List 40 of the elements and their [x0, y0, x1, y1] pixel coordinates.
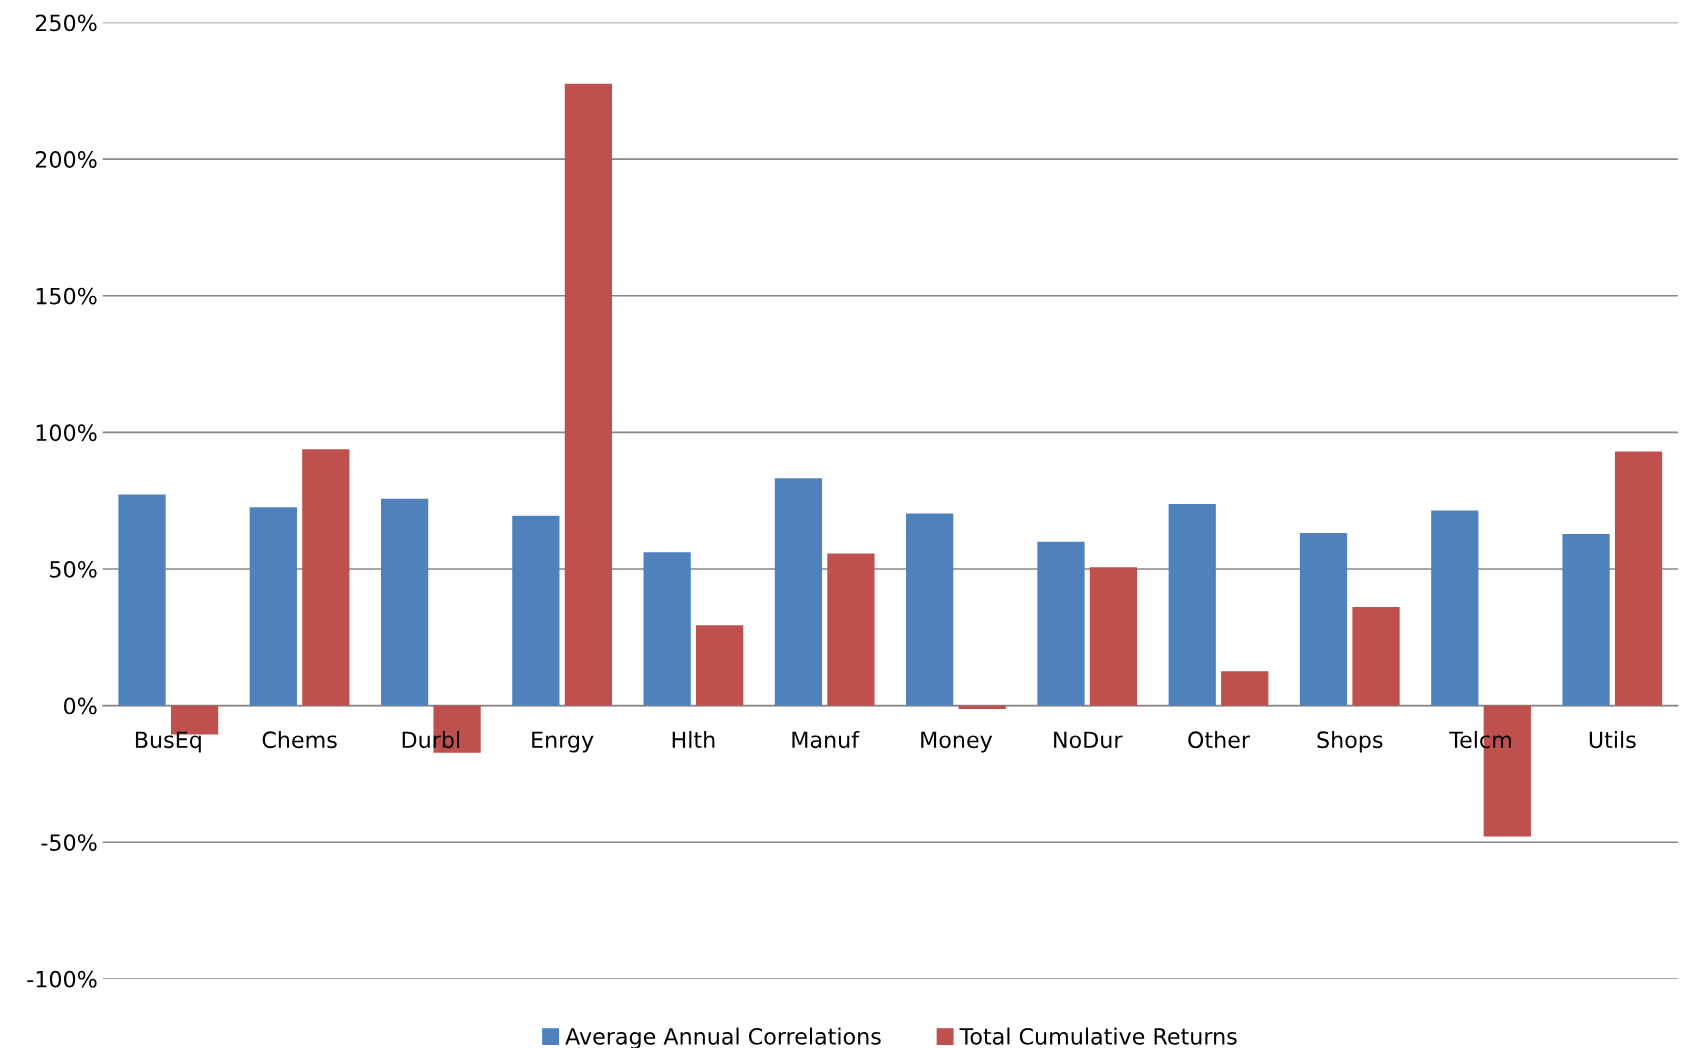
x-tick-label: Other [1188, 730, 1251, 749]
bar [249, 507, 297, 706]
bar [118, 494, 166, 706]
y-tick-label: 50% [50, 560, 97, 578]
bar [958, 705, 1006, 709]
y-tick-label: -50% [41, 834, 97, 851]
x-tick-label: Enrgy [532, 731, 594, 753]
y-tick-label: -100% [27, 970, 97, 988]
bar [774, 478, 823, 706]
bar [1089, 567, 1138, 706]
legend-label: Total Cumulative Returns [959, 1027, 1237, 1045]
y-tick-label: 250% [35, 14, 97, 32]
x-tick-label: Manuf [792, 730, 860, 749]
bar [564, 83, 613, 706]
bar [1037, 541, 1085, 706]
x-tick-label: Chems [262, 730, 337, 749]
x-tick-label: Shops [1317, 730, 1383, 753]
y-tick-label: 200% [35, 151, 97, 168]
x-tick-label: BusEq [135, 731, 201, 753]
bar [380, 498, 429, 706]
bar [906, 513, 954, 706]
bar [1562, 534, 1610, 706]
bar [1614, 451, 1663, 706]
x-tick-label: Utils [1589, 730, 1636, 749]
x-tick-label: NoDur [1054, 731, 1123, 749]
bar [696, 625, 744, 706]
bar [1431, 510, 1479, 706]
bar [302, 449, 350, 706]
bar [827, 553, 875, 706]
bar [1352, 606, 1400, 706]
y-tick-label: 0% [64, 697, 97, 715]
bar [643, 552, 691, 706]
y-tick-label: 150% [36, 287, 97, 305]
bar [1168, 503, 1216, 706]
y-tick-label: 100% [36, 424, 97, 442]
bar [1299, 532, 1348, 706]
x-tick-label: Hlth [672, 730, 715, 748]
x-tick-label: Money [921, 731, 993, 753]
bar [512, 515, 560, 706]
bar [1221, 671, 1269, 706]
